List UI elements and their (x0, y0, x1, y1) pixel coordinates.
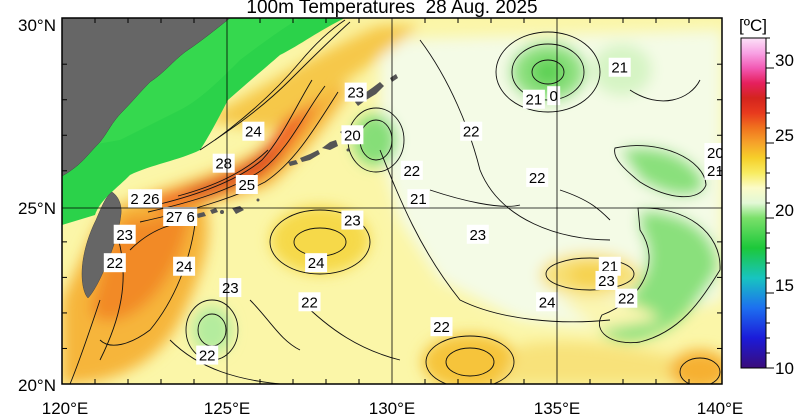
contour-label-text: 23 (469, 227, 486, 244)
contour-label: 22 (196, 345, 219, 365)
graticule (62, 18, 722, 384)
contour-label-text: 2 (130, 191, 138, 208)
contour-label: 20 (704, 143, 724, 163)
china-mainland (62, 18, 231, 177)
contour-label-text: 27 (166, 209, 183, 226)
contour-label: 23 (219, 278, 242, 298)
lon-label-130e: 130°E (369, 399, 416, 418)
contour-label-text: 23 (344, 213, 361, 230)
contour-label: 23 (466, 224, 489, 244)
contour-label: 22 (430, 317, 453, 337)
colorbar-unit: [ºC] (739, 16, 767, 35)
taiwan-island (81, 191, 122, 299)
contour-label: 27 (163, 206, 186, 226)
contour-label-text: 23 (598, 273, 615, 290)
contour-label-text: 20 (344, 127, 361, 144)
colorbar-tick-15: 15 (775, 276, 794, 295)
contour-label: 6 (184, 206, 198, 226)
latitude-labels: 30°N 25°N 20°N (18, 16, 56, 395)
contour-label-text: 21 (611, 60, 628, 77)
lat-label-20n: 20°N (18, 376, 56, 395)
contour-label: 0 (547, 86, 561, 106)
contour-label: 22 (526, 167, 549, 187)
contour-label-text: 21 (526, 92, 543, 109)
contour-label: 22 (400, 160, 423, 180)
contour-label: 23 (595, 270, 618, 290)
contour-label-text: 25 (238, 177, 255, 194)
contour-label: 23 (113, 224, 136, 244)
contour-label-text: 22 (106, 255, 123, 272)
contour-label: 22 (615, 288, 638, 308)
color-scale-bar: [ºC] 30 25 20 15 10 (739, 16, 794, 378)
contour-label-text: 21 (410, 191, 427, 208)
contour-label: 28 (212, 153, 235, 173)
contour-label-text: 22 (529, 170, 546, 187)
contour-label: 22 (103, 253, 126, 272)
contour-label: 25 (235, 175, 258, 195)
contour-label-text: 24 (308, 255, 325, 272)
contour-label-text: 22 (463, 124, 480, 141)
colorbar-tick-10: 10 (775, 359, 794, 378)
contour-label: 2 (128, 189, 142, 209)
contour-label-text: 0 (550, 88, 558, 105)
lat-label-25n: 25°N (18, 199, 56, 218)
contour-label-text: 22 (433, 319, 450, 336)
contour-label: 24 (305, 253, 328, 272)
contour-label: 23 (341, 210, 364, 230)
lon-label-140e: 140°E (697, 399, 744, 418)
contour-label-text: 28 (215, 156, 232, 173)
contour-label-text: 24 (539, 294, 556, 311)
contour-label-text: 20 (707, 145, 724, 162)
contour-label: 20 (341, 125, 364, 145)
contour-label: 21 (522, 89, 545, 109)
contour-label-text: 22 (403, 163, 420, 180)
lat-label-30n: 30°N (18, 16, 56, 35)
contour-label-text: 23 (347, 85, 364, 102)
colorbar-tick-20: 20 (775, 201, 794, 220)
contour-label-text: 22 (199, 348, 216, 365)
map-frame (61, 17, 723, 385)
contour-label-text: 24 (176, 259, 193, 276)
contour-label-text: 6 (187, 209, 195, 226)
contour-label: 24 (173, 256, 196, 276)
contour-label: 24 (536, 292, 559, 312)
contour-label-text: 22 (618, 291, 635, 308)
contour-label: 24 (242, 121, 265, 141)
contour-label: 21 (608, 57, 631, 77)
lon-label-135e: 135°E (534, 399, 581, 418)
contour-label: 22 (460, 121, 483, 141)
contour-label-text: 22 (301, 294, 318, 311)
contour-label-text: 24 (245, 124, 262, 141)
contour-label-text: 21 (707, 163, 724, 180)
colorbar-tick-30: 30 (775, 51, 794, 70)
contour-label: 26 (140, 189, 163, 209)
lon-label-125e: 125°E (204, 399, 251, 418)
contour-label: 23 (344, 82, 367, 102)
coast-and-land (62, 18, 398, 299)
isotherm-contours (69, 19, 721, 384)
contour-label: 22 (298, 292, 321, 312)
contour-label-text: 23 (222, 280, 239, 297)
map-title: 100m Temperatures 28 Aug. 2025 (246, 0, 538, 18)
contour-label: 21 (704, 160, 724, 180)
contour-label: 21 (407, 189, 430, 209)
contour-label-text: 26 (143, 191, 160, 208)
colorbar-tick-25: 25 (775, 126, 794, 145)
longitude-labels: 120°E 125°E 130°E 135°E 140°E (42, 399, 744, 418)
contour-label-text: 23 (116, 227, 133, 244)
lon-label-120e: 120°E (42, 399, 89, 418)
